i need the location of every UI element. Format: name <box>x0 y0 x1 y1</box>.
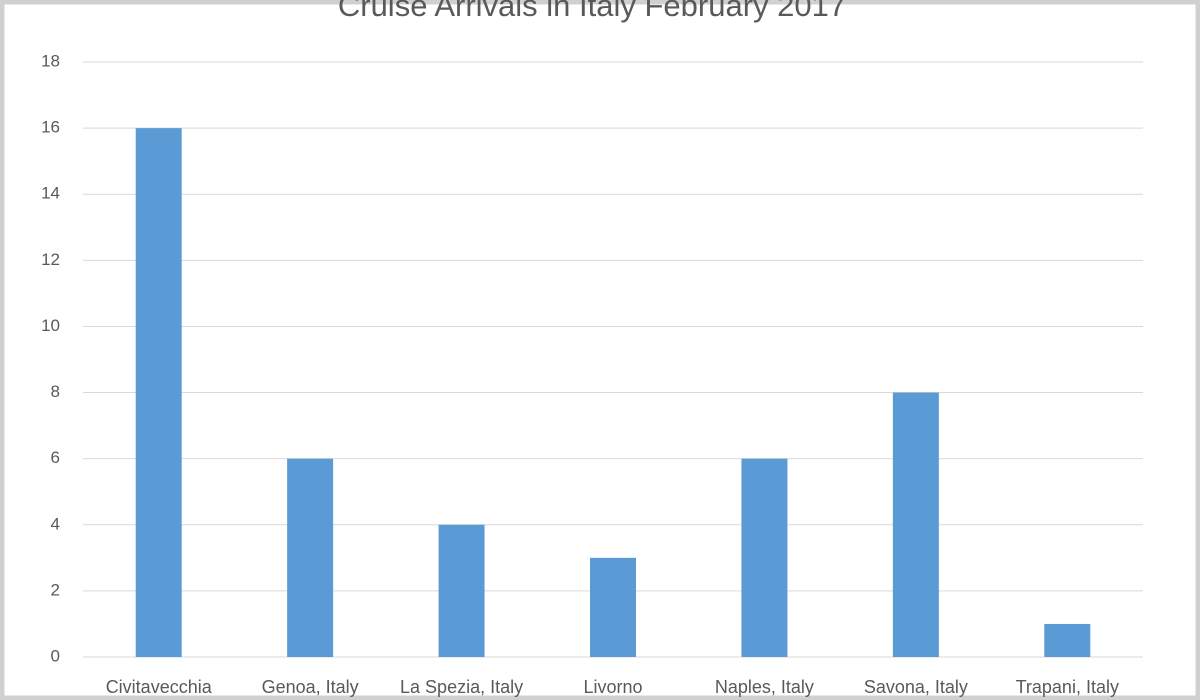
y-tick-label: 14 <box>41 184 60 203</box>
y-tick-label: 4 <box>51 514 60 533</box>
y-tick-label: 12 <box>41 250 60 269</box>
x-tick-label: Savona, Italy <box>864 677 968 697</box>
x-tick-label: Civitavecchia <box>106 677 213 697</box>
y-tick-label: 0 <box>51 646 60 665</box>
x-tick-label: La Spezia, Italy <box>400 677 523 697</box>
bar <box>135 128 182 658</box>
y-tick-label: 6 <box>51 448 60 467</box>
x-tick-label: Livorno <box>583 677 642 697</box>
bar <box>892 392 939 657</box>
x-tick-label: Genoa, Italy <box>262 677 359 697</box>
y-tick-label: 10 <box>41 316 60 335</box>
bar <box>287 458 334 657</box>
chart-title: Cruise Arrivals in Italy February 2017 <box>338 0 846 23</box>
bar <box>438 524 485 657</box>
bar <box>590 557 636 657</box>
y-tick-label: 2 <box>51 580 60 599</box>
y-tick-label: 18 <box>41 51 60 70</box>
bar <box>1044 623 1091 657</box>
y-tick-label: 8 <box>51 382 60 401</box>
x-tick-label: Trapani, Italy <box>1016 677 1119 697</box>
bar <box>741 458 788 657</box>
y-tick-label: 16 <box>41 118 60 137</box>
x-tick-label: Naples, Italy <box>715 677 814 697</box>
